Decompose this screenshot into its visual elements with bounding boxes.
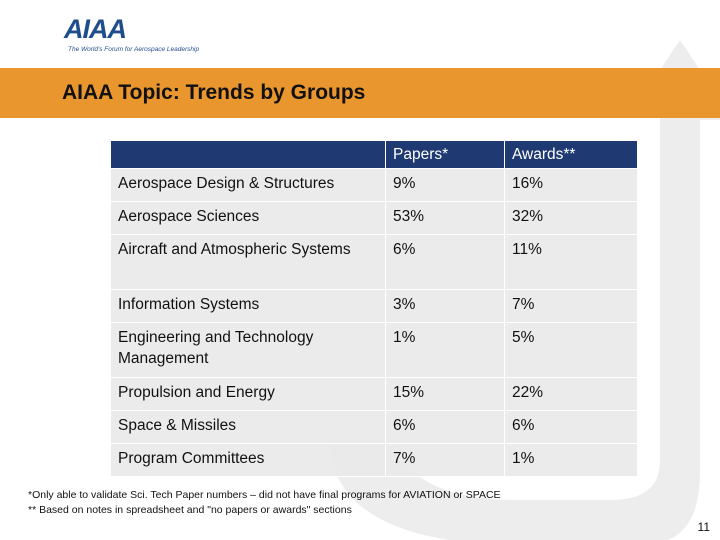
page-number: 11 — [697, 520, 710, 534]
awards-cell: 5% — [504, 322, 638, 378]
logo-tagline: The World's Forum for Aerospace Leadersh… — [68, 46, 200, 53]
table-row: Program Committees 7% 1% — [110, 443, 638, 477]
table-row: Propulsion and Energy 15% 22% — [110, 377, 638, 411]
papers-cell: 3% — [385, 289, 505, 323]
papers-cell: 9% — [385, 168, 505, 202]
table-row: Space & Missiles 6% 6% — [110, 410, 638, 444]
group-cell: Aircraft and Atmospheric Systems — [110, 234, 386, 290]
group-cell: Information Systems — [110, 289, 386, 323]
awards-cell: 16% — [504, 168, 638, 202]
awards-cell: 6% — [504, 410, 638, 444]
table-row: Aircraft and Atmospheric Systems 6% 11% — [110, 234, 638, 290]
header-cell-papers: Papers* — [385, 140, 505, 169]
awards-cell: 1% — [504, 443, 638, 477]
title-band — [0, 68, 720, 118]
papers-cell: 6% — [385, 410, 505, 444]
page-title: AIAA Topic: Trends by Groups — [62, 81, 366, 104]
trends-table: Papers* Awards** Aerospace Design & Stru… — [110, 140, 638, 477]
awards-cell: 7% — [504, 289, 638, 323]
papers-cell: 6% — [385, 234, 505, 290]
papers-cell: 15% — [385, 377, 505, 411]
group-cell: Space & Missiles — [110, 410, 386, 444]
footnote-papers: *Only able to validate Sci. Tech Paper n… — [28, 489, 501, 501]
group-cell: Aerospace Sciences — [110, 201, 386, 235]
table-row: Aerospace Design & Structures 9% 16% — [110, 168, 638, 202]
header-cell-awards: Awards** — [504, 140, 638, 169]
group-cell: Program Committees — [110, 443, 386, 477]
papers-cell: 53% — [385, 201, 505, 235]
table-row: Aerospace Sciences 53% 32% — [110, 201, 638, 235]
papers-cell: 1% — [385, 322, 505, 378]
header-cell-group — [110, 140, 386, 169]
group-cell: Propulsion and Energy — [110, 377, 386, 411]
group-cell: Aerospace Design & Structures — [110, 168, 386, 202]
table-header-row: Papers* Awards** — [110, 140, 638, 169]
table-row: Engineering and Technology Management 1%… — [110, 322, 638, 378]
footnote-awards: ** Based on notes in spreadsheet and "no… — [28, 504, 352, 516]
logo-text: AIAA — [64, 14, 127, 44]
group-cell: Engineering and Technology Management — [110, 322, 386, 378]
aiaa-logo: AIAA The World's Forum for Aerospace Lea… — [64, 14, 199, 58]
awards-cell: 22% — [504, 377, 638, 411]
awards-cell: 32% — [504, 201, 638, 235]
table-row: Information Systems 3% 7% — [110, 289, 638, 323]
awards-cell: 11% — [504, 234, 638, 290]
papers-cell: 7% — [385, 443, 505, 477]
